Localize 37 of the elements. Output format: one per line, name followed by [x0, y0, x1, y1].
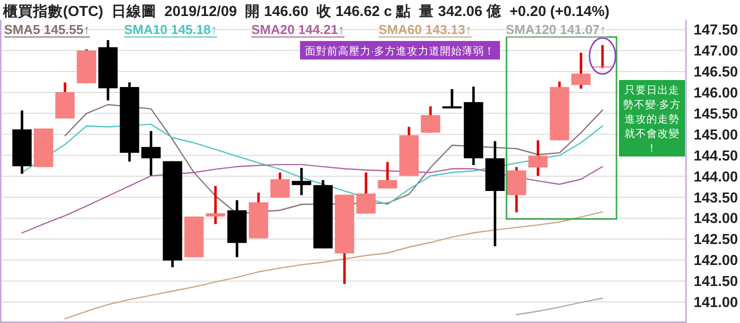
line-series	[21, 124, 604, 205]
candlestick	[270, 171, 290, 199]
y-tick-label: 144.50	[694, 148, 738, 164]
y-tick-label: 141.00	[694, 295, 738, 312]
y-tick-label: 145.00	[694, 127, 738, 144]
line-series	[64, 211, 604, 320]
y-tick-label: 146.50	[694, 64, 738, 81]
y-tick-label: 144.00	[694, 169, 738, 186]
candlestick	[356, 171, 376, 215]
y-tick-label: 143.50	[694, 190, 738, 206]
candlestick	[528, 139, 548, 178]
y-tick-label: 147.00	[694, 44, 738, 60]
y-tick-label: 142.00	[694, 253, 738, 270]
candlestick	[592, 44, 612, 70]
line-series	[516, 298, 604, 316]
chart-title: 櫃買指數(OTC) 日線圖 2019/12/09 開 146.60 收 146.62 c 點 量 342.06 億 +0.20 (+0.14%)	[2, 3, 610, 20]
annotation: 只要日出走勢不變·多方進攻的走勢就不會改變！	[619, 80, 685, 156]
annotation: 面對前高壓力·多方進攻力道開始薄弱！	[304, 44, 496, 58]
candlestick	[420, 105, 440, 134]
y-tick-label: 141.50	[694, 274, 738, 290]
candlestick	[571, 51, 591, 90]
y-tick-label: 147.50	[694, 22, 738, 39]
annotation: 面對前高壓力·多方進攻力道開始薄弱！	[300, 41, 500, 60]
candlestick	[378, 160, 398, 190]
text: SMA10 145.18↑	[124, 22, 218, 37]
candlestick	[442, 88, 462, 110]
y-tick-label: 146.00	[694, 85, 738, 102]
y-tick-label: 145.50	[694, 106, 738, 122]
text: SMA60 143.13↑	[378, 22, 472, 37]
candlestick	[141, 130, 161, 177]
y-tick-label: 142.50	[694, 232, 738, 248]
y-tick-label: 143.00	[694, 211, 738, 228]
candlestick	[292, 166, 312, 196]
text: SMA120 141.07↑	[506, 22, 606, 37]
text: SMA20 144.21↑	[251, 22, 344, 37]
candlestick	[206, 184, 226, 226]
text: SMA5 145.55↑	[4, 22, 90, 37]
